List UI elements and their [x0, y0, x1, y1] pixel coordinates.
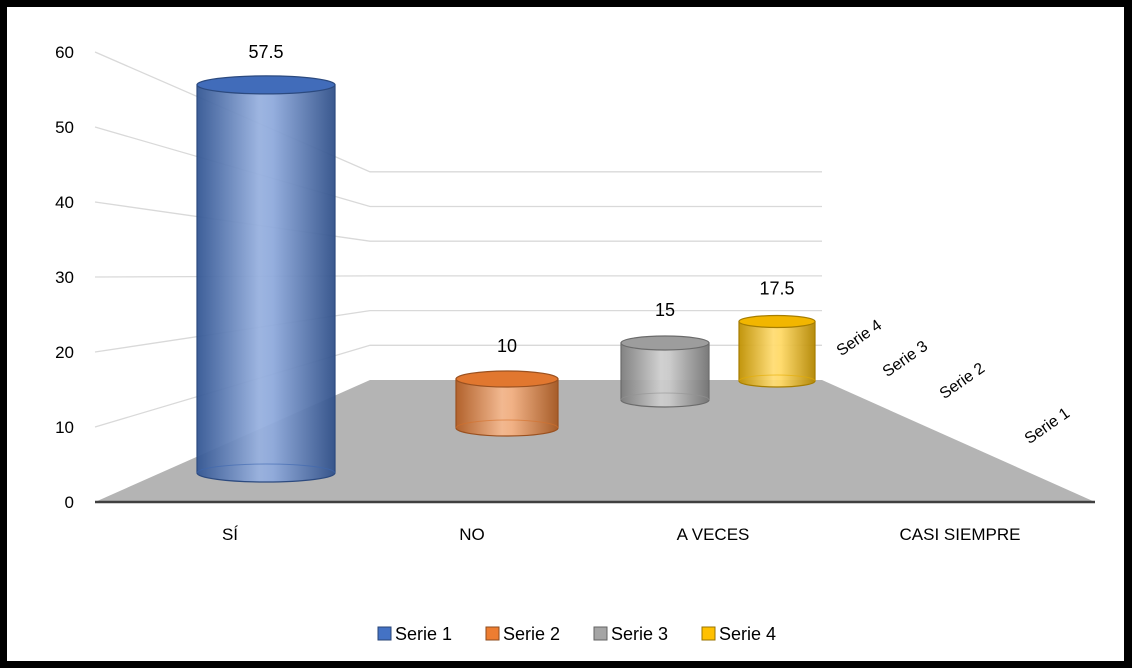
- y-tick-label: 60: [55, 43, 74, 62]
- x-category-label: SÍ: [222, 525, 238, 544]
- depth-axis-label: Serie 1: [1022, 405, 1073, 448]
- gridline: [94, 275, 822, 278]
- y-tick-label: 0: [65, 493, 74, 512]
- legend-item: Serie 4: [701, 624, 776, 644]
- data-label: 10: [497, 336, 517, 356]
- gridline: [94, 126, 822, 208]
- bar-serie-4: [738, 314, 816, 388]
- gridline: [94, 201, 822, 242]
- data-label: 15: [655, 300, 675, 320]
- x-category-label: CASI SIEMPRE: [900, 525, 1021, 544]
- gridline: [94, 309, 822, 353]
- data-label: 17.5: [759, 279, 794, 299]
- bar-serie-2: [455, 370, 559, 437]
- y-tick-label: 20: [55, 343, 74, 362]
- y-tick-label: 40: [55, 193, 74, 212]
- bar-bottom-rim: [196, 463, 336, 474]
- bar-body: [455, 378, 559, 437]
- y-tick-label: 10: [55, 418, 74, 437]
- bar-serie-3: [620, 335, 710, 408]
- legend-swatch: [701, 626, 716, 641]
- bar-body: [620, 342, 710, 408]
- legend-label: Serie 3: [611, 624, 668, 644]
- data-label: 57.5: [248, 42, 283, 62]
- legend-swatch: [377, 626, 392, 641]
- depth-axis-label: Serie 3: [880, 338, 931, 381]
- x-category-label: NO: [459, 525, 485, 544]
- bar-bottom-rim: [738, 374, 816, 382]
- bar-top: [196, 75, 336, 95]
- depth-axis-label: Serie 4: [834, 317, 885, 360]
- y-tick-label: 30: [55, 268, 74, 287]
- legend-item: Serie 2: [485, 624, 560, 644]
- bar-top: [620, 335, 710, 351]
- bar-body: [738, 320, 816, 388]
- legend-label: Serie 2: [503, 624, 560, 644]
- legend-label: Serie 1: [395, 624, 452, 644]
- bar-bottom-rim: [455, 419, 559, 429]
- depth-axis-label: Serie 2: [937, 360, 988, 403]
- x-category-label: A VECES: [677, 525, 750, 544]
- legend-item: Serie 1: [377, 624, 452, 644]
- bar-top: [738, 314, 816, 329]
- legend-swatch: [593, 626, 608, 641]
- bar-body: [196, 84, 336, 483]
- y-tick-label: 50: [55, 118, 74, 137]
- bar-top: [455, 370, 559, 388]
- legend-label: Serie 4: [719, 624, 776, 644]
- chart-floor: [95, 380, 1095, 502]
- gridline: [94, 51, 822, 173]
- legend-swatch: [485, 626, 500, 641]
- legend-item: Serie 3: [593, 624, 668, 644]
- bar-serie-1: [196, 75, 336, 483]
- bar-bottom-rim: [620, 392, 710, 401]
